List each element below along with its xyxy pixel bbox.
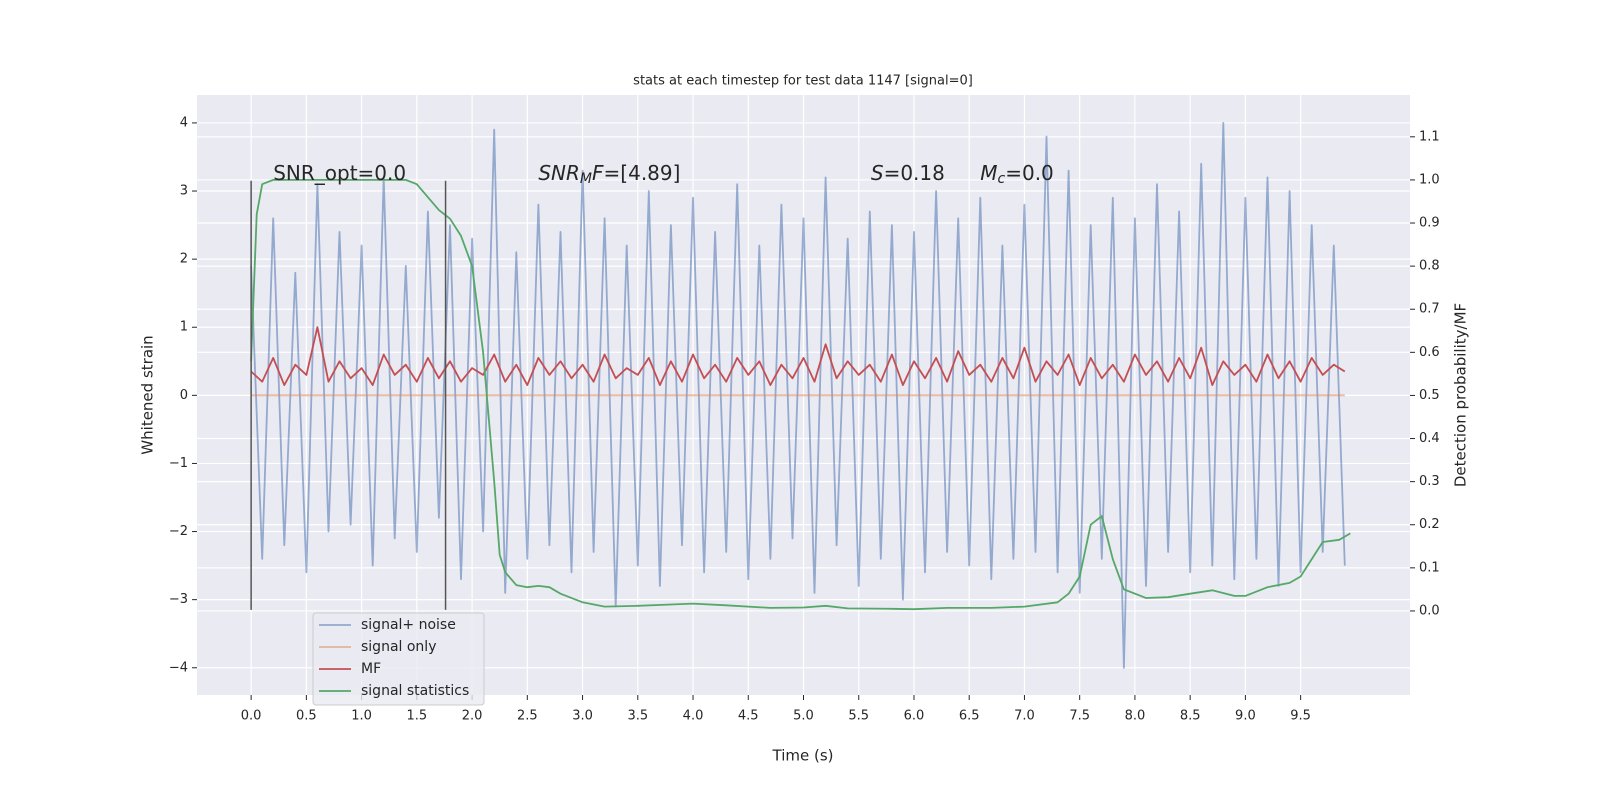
annotation: SNRMF=[4.89] — [538, 161, 680, 188]
annotation-part: c — [998, 171, 1006, 187]
annotation-part: F — [592, 161, 604, 185]
series-line — [250, 179, 1351, 611]
chart-title: stats at each timestep for test data 114… — [633, 74, 973, 89]
y-tick-label: 3 — [180, 184, 188, 199]
x-tick-label: 2.5 — [517, 709, 538, 724]
x-tick-label: 9.0 — [1235, 709, 1256, 724]
x-tick-label: 6.0 — [904, 709, 925, 724]
y2-tick-label: 1.0 — [1419, 172, 1440, 187]
annotation: Mc=0.0 — [980, 161, 1054, 188]
x-tick-label: 1.5 — [406, 709, 427, 724]
y-tick-label: 0 — [180, 388, 188, 403]
x-tick-label: 7.5 — [1069, 709, 1090, 724]
legend-label: signal only — [361, 639, 436, 655]
y2-tick-label: 0.1 — [1419, 560, 1440, 575]
y-tick-label: −4 — [169, 660, 188, 675]
x-tick-label: 7.0 — [1014, 709, 1035, 724]
y-tick-label: −3 — [169, 592, 188, 607]
y-tick-label: 1 — [180, 320, 188, 335]
y2-tick-label: 1.1 — [1419, 129, 1440, 144]
annotation-part: S — [871, 161, 884, 185]
y-tick-label: −2 — [169, 524, 188, 539]
annotation-part: SNR — [538, 161, 580, 185]
y2-tick-label: 0.5 — [1419, 388, 1440, 403]
y-tick-label: 4 — [180, 115, 188, 130]
x-tick-label: 2.0 — [462, 709, 483, 724]
y2-tick-label: 0.6 — [1419, 345, 1440, 360]
legend-label: signal statistics — [361, 683, 469, 699]
x-tick-label: 3.5 — [627, 709, 648, 724]
x-tick-label: 1.0 — [351, 709, 372, 724]
series-line — [250, 326, 1346, 386]
y-axis-label: Whitened strain — [139, 335, 157, 454]
x-tick-label: 9.5 — [1290, 709, 1311, 724]
annotation: S=0.18 — [871, 161, 945, 185]
x-tick-label: 5.0 — [793, 709, 814, 724]
annotation: SNR_opt=0.0 — [273, 161, 406, 185]
legend-label: MF — [361, 661, 381, 677]
y-tick-label: −1 — [169, 456, 188, 471]
annotation-part: SNR_opt=0.0 — [273, 161, 406, 185]
y2-tick-label: 0.9 — [1419, 216, 1440, 231]
annotation-part: =[4.89] — [604, 161, 681, 185]
x-tick-label: 4.0 — [683, 709, 704, 724]
y2-tick-label: 0.7 — [1419, 302, 1440, 317]
x-tick-label: 5.5 — [848, 709, 869, 724]
x-tick-label: 0.5 — [296, 709, 317, 724]
annotation-part: =0.18 — [884, 161, 945, 185]
annotation-part: =0.0 — [1005, 161, 1054, 185]
x-tick-label: 3.0 — [572, 709, 593, 724]
x-tick-label: 6.5 — [959, 709, 980, 724]
x-tick-label: 4.5 — [738, 709, 759, 724]
y-tick-label: 2 — [180, 252, 188, 267]
x-axis-label: Time (s) — [772, 747, 834, 765]
annotation-part: M — [980, 161, 997, 185]
x-tick-label: 0.0 — [241, 709, 262, 724]
y2-tick-label: 0.4 — [1419, 431, 1440, 446]
y2-tick-label: 0.3 — [1419, 474, 1440, 489]
x-tick-label: 8.5 — [1180, 709, 1201, 724]
y2-tick-label: 0.0 — [1419, 603, 1440, 618]
legend-label: signal+ noise — [361, 617, 456, 633]
y2-axis-label: Detection probability/MF — [1452, 303, 1470, 487]
annotation-part: M — [580, 171, 592, 187]
legend-box — [312, 612, 485, 706]
x-tick-label: 8.0 — [1125, 709, 1146, 724]
y2-tick-label: 0.2 — [1419, 517, 1440, 532]
y2-tick-label: 0.8 — [1419, 259, 1440, 274]
series-line — [250, 122, 1346, 669]
